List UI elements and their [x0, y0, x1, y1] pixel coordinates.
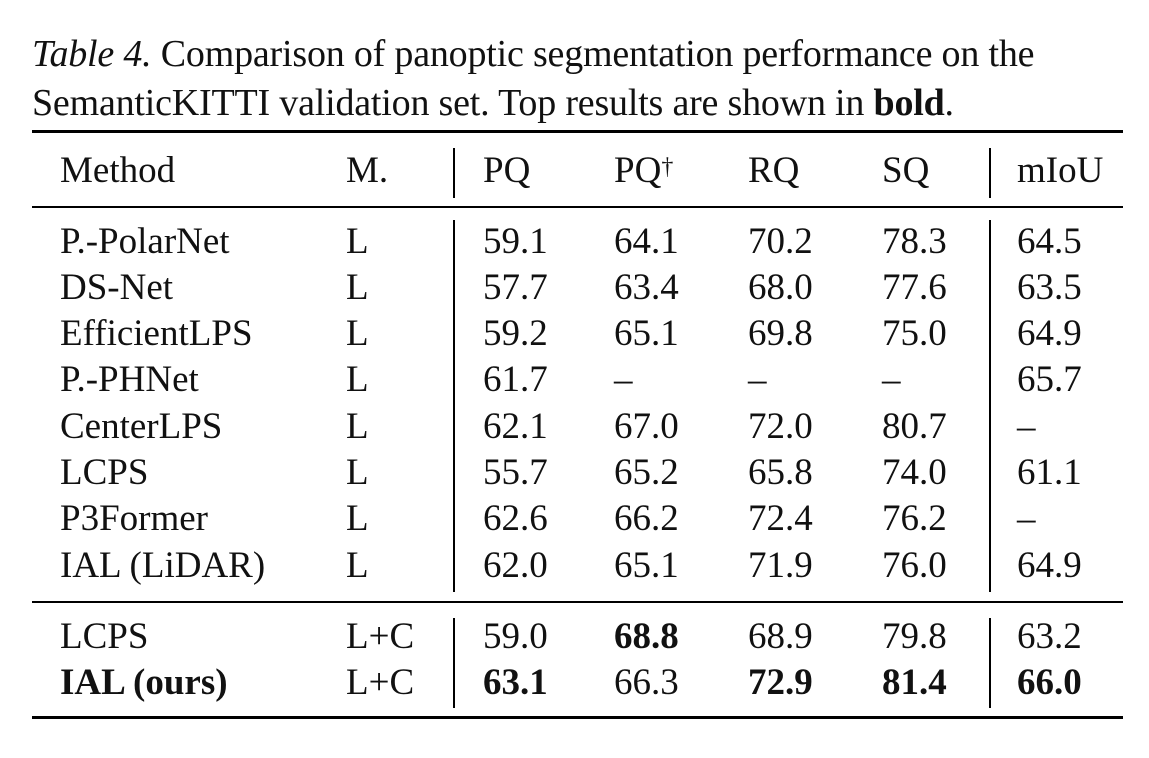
table-cell-pq: 61.7 — [483, 359, 548, 400]
table-cell-m: L — [346, 313, 369, 354]
top-rule — [32, 130, 1123, 133]
table-cell-m: L — [346, 452, 369, 493]
caption-line-1: Table 4. Comparison of panoptic segmenta… — [32, 30, 1132, 79]
table-cell-pqd: 63.4 — [614, 267, 679, 308]
table-cell-method: P3Former — [60, 498, 208, 539]
table-cell-sq: 78.3 — [882, 221, 947, 262]
table-cell-miou: 63.2 — [1017, 616, 1082, 657]
table-cell-method: P.-PolarNet — [60, 221, 230, 262]
table-cell-pq: 59.0 — [483, 616, 548, 657]
header-rule — [32, 206, 1123, 208]
table-cell-pqd: 68.8 — [614, 616, 679, 657]
column-separator — [989, 148, 991, 198]
table-cell-pq: 55.7 — [483, 452, 548, 493]
table-cell-miou: 66.0 — [1017, 662, 1082, 703]
caption-text-1: Comparison of panoptic segmentation perf… — [151, 33, 1035, 75]
table-cell-pqd: – — [614, 359, 633, 400]
table-cell-pqd: 66.2 — [614, 498, 679, 539]
table-cell-m: L — [346, 267, 369, 308]
header-miou: mIoU — [1017, 150, 1104, 191]
table-cell-sq: 76.2 — [882, 498, 947, 539]
column-separator — [453, 148, 455, 198]
caption-line-2: SemanticKITTI validation set. Top result… — [32, 79, 1132, 128]
table-cell-miou: 65.7 — [1017, 359, 1082, 400]
table-cell-miou: 61.1 — [1017, 452, 1082, 493]
table-cell-pqd: 67.0 — [614, 406, 679, 447]
table-cell-method: LCPS — [60, 452, 149, 493]
table-cell-method: P.-PHNet — [60, 359, 199, 400]
table-cell-method: CenterLPS — [60, 406, 223, 447]
dagger-mark: † — [661, 154, 674, 180]
header-sq: SQ — [882, 150, 930, 191]
table-cell-method: LCPS — [60, 616, 149, 657]
table-cell-pq: 62.6 — [483, 498, 548, 539]
caption-bold-word: bold — [873, 82, 945, 124]
table-cell-rq: 68.0 — [748, 267, 813, 308]
table-cell-sq: 80.7 — [882, 406, 947, 447]
table-cell-pqd: 65.1 — [614, 545, 679, 586]
header-method: Method — [60, 150, 176, 191]
table-cell-sq: 77.6 — [882, 267, 947, 308]
table-cell-pqd: 65.2 — [614, 452, 679, 493]
bottom-rule — [32, 716, 1123, 719]
table-cell-pq: 62.1 — [483, 406, 548, 447]
table-cell-miou: 63.5 — [1017, 267, 1082, 308]
table-cell-m: L — [346, 406, 369, 447]
column-separator — [453, 220, 455, 592]
table-cell-rq: 72.4 — [748, 498, 813, 539]
table-cell-rq: – — [748, 359, 767, 400]
table-cell-m: L — [346, 498, 369, 539]
group-rule — [32, 601, 1123, 603]
header-pq: PQ — [483, 150, 531, 191]
caption-period: . — [944, 82, 955, 124]
table-cell-miou: 64.9 — [1017, 313, 1082, 354]
table-cell-method: EfficientLPS — [60, 313, 253, 354]
table-cell-sq: 75.0 — [882, 313, 947, 354]
table-cell-rq: 69.8 — [748, 313, 813, 354]
header-pq-dagger-text: PQ — [614, 150, 662, 191]
table-cell-pqd: 65.1 — [614, 313, 679, 354]
header-modality: M. — [346, 150, 389, 191]
caption-label: Table 4. — [32, 33, 152, 75]
table-cell-m: L+C — [346, 662, 415, 703]
table-cell-m: L — [346, 221, 369, 262]
table-cell-m: L — [346, 545, 369, 586]
table-cell-miou: – — [1017, 406, 1036, 447]
table-cell-pq: 63.1 — [483, 662, 548, 703]
table-cell-rq: 68.9 — [748, 616, 813, 657]
table-cell-method: IAL (LiDAR) — [60, 545, 266, 586]
table-cell-miou: 64.5 — [1017, 221, 1082, 262]
table-cell-sq: – — [882, 359, 901, 400]
table-caption: Table 4. Comparison of panoptic segmenta… — [32, 30, 1132, 128]
table-cell-m: L — [346, 359, 369, 400]
table-cell-rq: 70.2 — [748, 221, 813, 262]
table-cell-pq: 59.2 — [483, 313, 548, 354]
header-pq-dagger: PQ† — [614, 148, 673, 194]
column-separator — [989, 220, 991, 592]
table-cell-pq: 57.7 — [483, 267, 548, 308]
table-cell-method: IAL (ours) — [60, 662, 228, 703]
table-cell-sq: 76.0 — [882, 545, 947, 586]
table-cell-rq: 71.9 — [748, 545, 813, 586]
header-rq: RQ — [748, 150, 800, 191]
table-cell-sq: 81.4 — [882, 662, 947, 703]
table-cell-method: DS-Net — [60, 267, 174, 308]
table-cell-pqd: 66.3 — [614, 662, 679, 703]
table-cell-pqd: 64.1 — [614, 221, 679, 262]
table-cell-sq: 79.8 — [882, 616, 947, 657]
column-separator — [989, 618, 991, 708]
table-cell-m: L+C — [346, 616, 415, 657]
table-cell-sq: 74.0 — [882, 452, 947, 493]
table-cell-rq: 65.8 — [748, 452, 813, 493]
table-cell-miou: 64.9 — [1017, 545, 1082, 586]
table-cell-pq: 59.1 — [483, 221, 548, 262]
table-cell-rq: 72.0 — [748, 406, 813, 447]
table-cell-miou: – — [1017, 498, 1036, 539]
table-cell-rq: 72.9 — [748, 662, 813, 703]
column-separator — [453, 618, 455, 708]
caption-text-2: SemanticKITTI validation set. Top result… — [32, 82, 874, 124]
table-cell-pq: 62.0 — [483, 545, 548, 586]
